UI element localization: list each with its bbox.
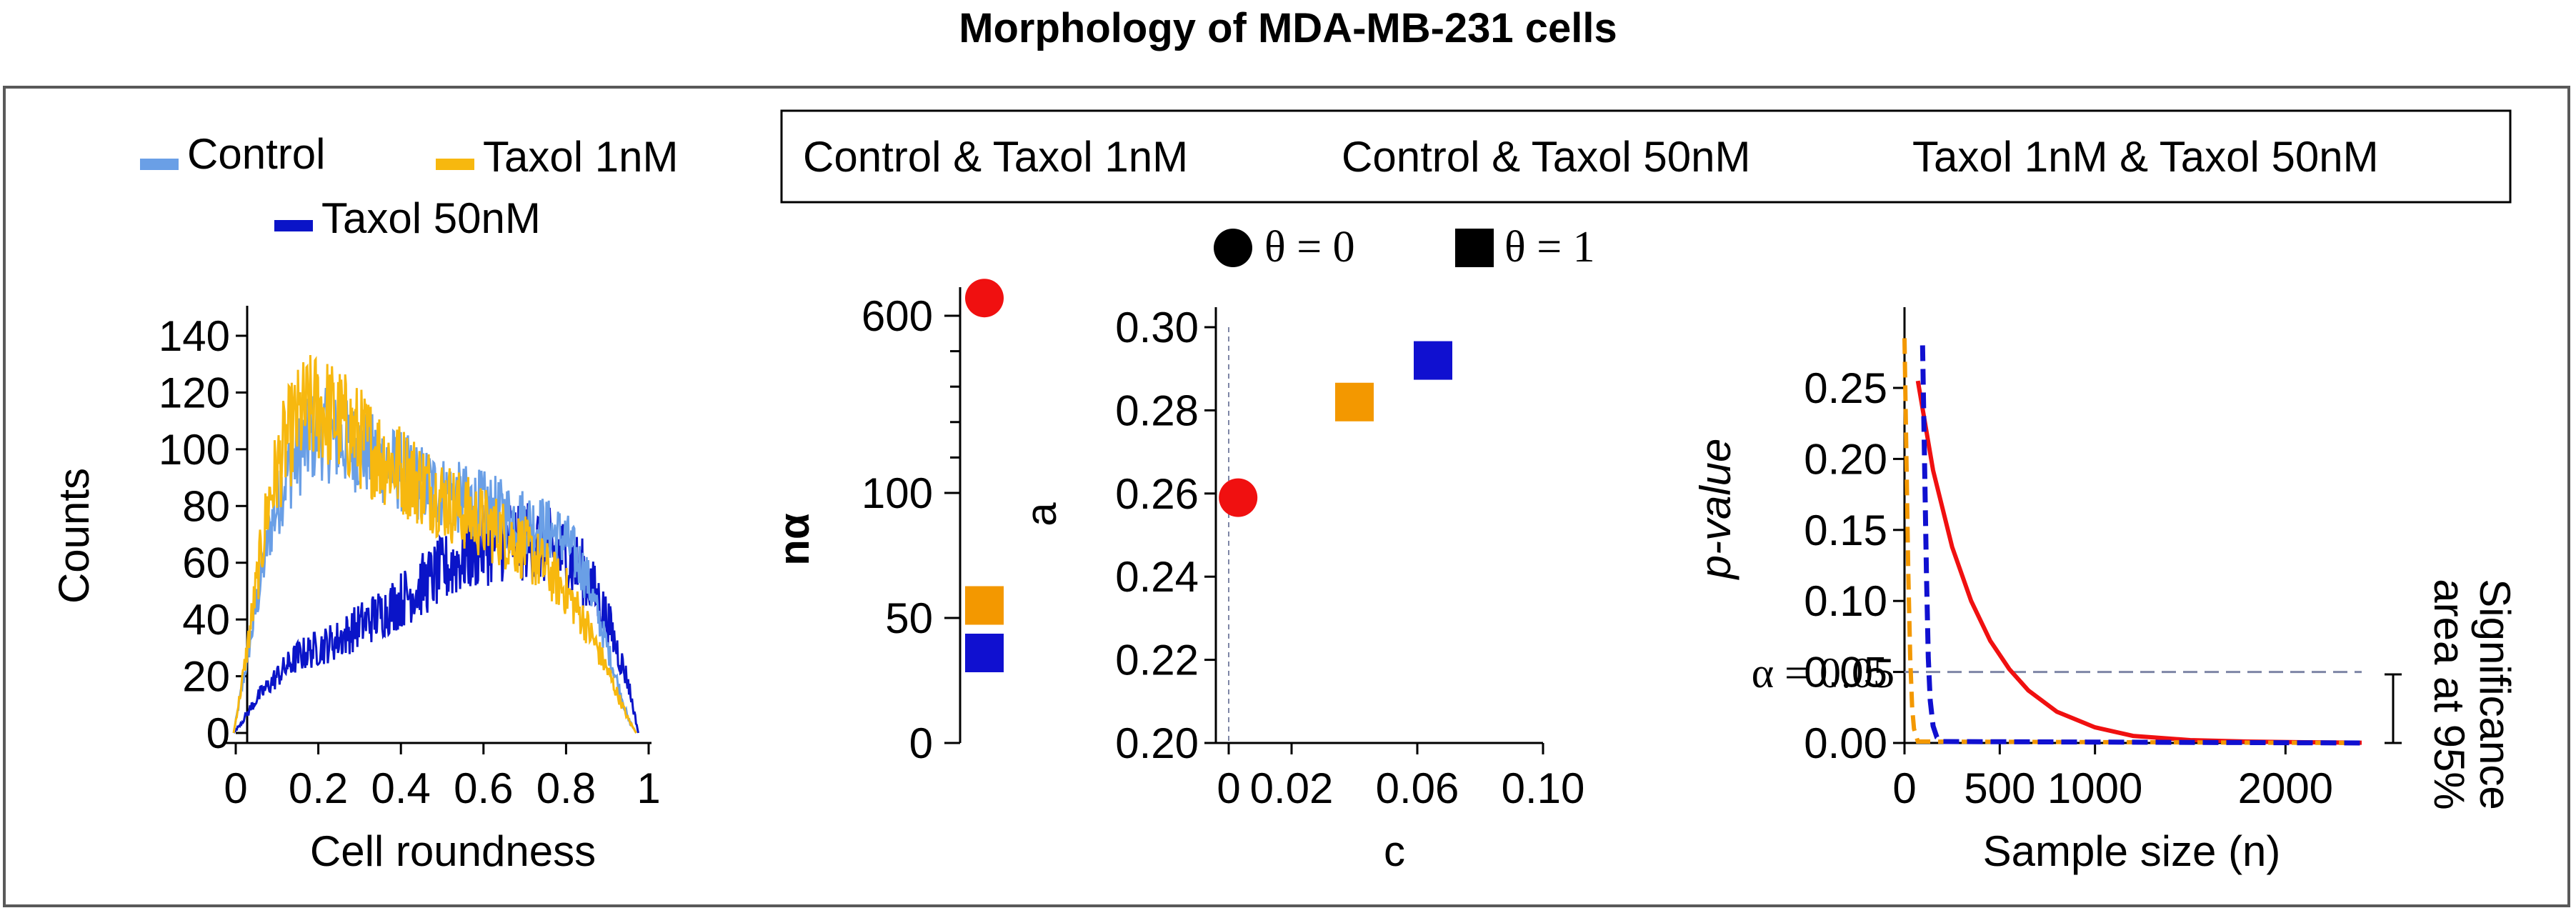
pair-legend-box bbox=[780, 109, 2512, 204]
hist-ytick-label: 0 bbox=[206, 709, 230, 757]
ac-ytick-label: 0.24 bbox=[1115, 553, 1199, 601]
ac-xtick-label: 0.06 bbox=[1376, 764, 1459, 812]
hist-series-taxol1 bbox=[232, 354, 637, 734]
pair-legend-ctrl-taxol1: Control & Taxol 1nM bbox=[803, 133, 1188, 181]
hist-ytick-label: 60 bbox=[182, 539, 230, 587]
significance-label-line2: area at 95% bbox=[2425, 579, 2473, 810]
ac-point-1 bbox=[1335, 382, 1374, 421]
figure-frame bbox=[3, 86, 2570, 907]
ac-point-2 bbox=[1414, 341, 1452, 380]
legend-swatch-taxol1 bbox=[436, 159, 474, 170]
pair-legend-taxol1-taxol50: Taxol 1nM & Taxol 50nM bbox=[1912, 133, 2379, 181]
legend-label-taxol50: Taxol 50nM bbox=[321, 194, 541, 242]
pval-ytick-label: 0.25 bbox=[1804, 364, 1887, 412]
pval-xtick-label: 0 bbox=[1892, 764, 1916, 812]
hist-x-label: Cell roundness bbox=[310, 827, 596, 875]
hist-xtick-label: 0.2 bbox=[289, 764, 348, 812]
legend-label-taxol1: Taxol 1nM bbox=[483, 133, 678, 181]
ac-xtick-label: 0.02 bbox=[1250, 764, 1334, 812]
ac-ytick-label: 0.20 bbox=[1115, 719, 1199, 767]
hist-xtick-label: 1 bbox=[636, 764, 660, 812]
panel-p-value: 0.00 0.05 0.10 0.15 0.20 0.25 0 500 1000 2000 α … bbox=[1692, 307, 2519, 875]
ac-xtick-label: 0 bbox=[1217, 764, 1240, 812]
pair-legend: Control & Taxol 1nM Control & Taxol 50nM… bbox=[780, 109, 2512, 204]
hist-xtick-label: 0.4 bbox=[371, 764, 430, 812]
hist-ytick-label: 80 bbox=[182, 482, 230, 530]
nalpha-ytick-label: 600 bbox=[862, 292, 933, 340]
panel-n-alpha: 0 50 100 600 nα bbox=[770, 279, 1004, 767]
pval-y-label: p-value bbox=[1692, 439, 1739, 581]
panel-histogram: 0 20 40 60 80 100 120 140 0 0.2 0.4 0.6 0.8 1 Counts… bbox=[50, 306, 661, 875]
pval-ytick-label: 0.20 bbox=[1804, 435, 1887, 483]
pval-ytick-label: 0.15 bbox=[1804, 507, 1887, 554]
ac-y-label: a bbox=[1017, 502, 1065, 527]
pval-series-ctrl-taxol50 bbox=[1902, 338, 2362, 745]
pair-legend-ctrl-taxol50: Control & Taxol 50nM bbox=[1342, 133, 1751, 181]
legend-swatch-control bbox=[140, 159, 179, 170]
nalpha-y-label: nα bbox=[770, 513, 818, 566]
hist-series-control bbox=[232, 387, 637, 734]
hist-xtick-label: 0 bbox=[224, 764, 247, 812]
legend-swatch-taxol50 bbox=[274, 220, 313, 231]
hist-ytick-label: 40 bbox=[182, 596, 230, 644]
ac-ytick-label: 0.26 bbox=[1115, 470, 1199, 518]
significance-label-line1: Significance bbox=[2471, 579, 2519, 810]
theta-legend: θ = 0 θ = 1 bbox=[1214, 223, 1595, 271]
hist-ytick-label: 100 bbox=[159, 426, 230, 474]
hist-series-taxol50 bbox=[232, 498, 639, 734]
nalpha-ytick-label: 50 bbox=[885, 594, 933, 642]
ac-point-0 bbox=[1219, 478, 1258, 517]
ac-xtick-label: 0.10 bbox=[1502, 764, 1585, 812]
theta-1-label: θ = 1 bbox=[1504, 223, 1595, 271]
theta-0-label: θ = 0 bbox=[1264, 223, 1355, 271]
nalpha-point-0 bbox=[965, 279, 1004, 318]
group-legend: Control Taxol 1nM Taxol 50nM bbox=[140, 130, 678, 242]
ac-ytick-label: 0.28 bbox=[1115, 386, 1199, 434]
pval-ytick-label: 0.05 bbox=[1804, 649, 1887, 697]
theta-1-marker bbox=[1455, 229, 1494, 267]
legend-label-control: Control bbox=[187, 130, 325, 178]
pval-series-taxol1-taxol50 bbox=[1919, 345, 2362, 746]
pval-xtick-label: 500 bbox=[1964, 764, 2035, 812]
pval-x-label: Sample size (n) bbox=[1983, 827, 2281, 875]
hist-xtick-label: 0.8 bbox=[536, 764, 596, 812]
pval-xtick-label: 2000 bbox=[2238, 764, 2333, 812]
pval-series-ctrl-taxol1 bbox=[1915, 380, 2362, 745]
hist-xtick-label: 0.6 bbox=[454, 764, 513, 812]
theta-0-marker bbox=[1214, 229, 1252, 267]
hist-y-label: Counts bbox=[50, 468, 98, 604]
alpha-annotation: α = 0.05 bbox=[1752, 649, 1894, 697]
nalpha-point-1 bbox=[965, 586, 1004, 625]
nalpha-ytick-label: 100 bbox=[862, 469, 933, 517]
hist-ytick-label: 140 bbox=[159, 312, 230, 360]
nalpha-point-2 bbox=[965, 634, 1004, 672]
figure-title: Morphology of MDA-MB-231 cells bbox=[959, 5, 1617, 51]
hist-ytick-label: 120 bbox=[159, 369, 230, 416]
pval-xtick-label: 1000 bbox=[2047, 764, 2142, 812]
nalpha-ytick-label: 0 bbox=[909, 719, 933, 767]
hist-ytick-label: 20 bbox=[182, 653, 230, 701]
ac-ytick-label: 0.30 bbox=[1115, 304, 1199, 351]
ac-ytick-label: 0.22 bbox=[1115, 637, 1199, 684]
panel-a-vs-c: 0.20 0.22 0.24 0.26 0.28 0.30 0 0.02 0.06 0.10 a… bbox=[1017, 304, 1584, 875]
ac-x-label: c bbox=[1384, 827, 1405, 875]
pval-ytick-label: 0.00 bbox=[1804, 719, 1887, 767]
pval-ytick-label: 0.10 bbox=[1804, 577, 1887, 625]
